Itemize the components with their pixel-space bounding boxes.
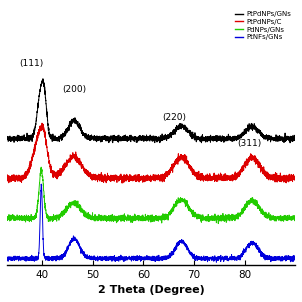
Text: (220): (220) bbox=[162, 113, 187, 122]
Legend: PtPdNPs/GNs, PtPdNPs/C, PdNPs/GNs, PtNFs/GNs: PtPdNPs/GNs, PtPdNPs/C, PdNPs/GNs, PtNFs… bbox=[234, 10, 292, 41]
X-axis label: 2 Theta (Degree): 2 Theta (Degree) bbox=[98, 285, 204, 295]
Text: (311): (311) bbox=[237, 139, 261, 148]
Text: (200): (200) bbox=[63, 85, 87, 94]
Text: (111): (111) bbox=[20, 59, 44, 69]
